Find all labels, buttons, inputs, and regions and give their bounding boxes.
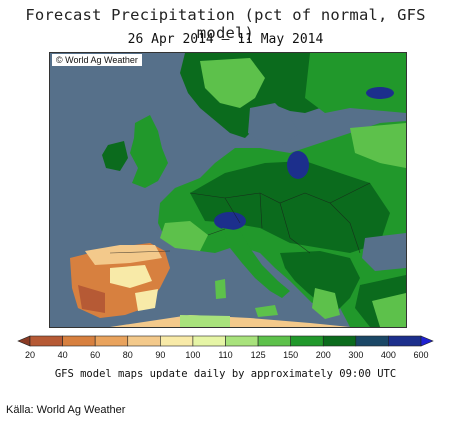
east-europe-light xyxy=(350,123,406,168)
legend-swatch xyxy=(290,335,324,347)
country-borders xyxy=(109,182,371,254)
legend-tick-label: 400 xyxy=(380,350,396,360)
ireland xyxy=(102,141,128,171)
legend-swatch xyxy=(160,335,194,347)
legend-tick-label: 60 xyxy=(90,350,101,360)
legend-tick-label: 90 xyxy=(155,350,166,360)
legend-swatch xyxy=(192,335,226,347)
source-credit: Källa: World Ag Weather xyxy=(6,404,126,416)
great-britain xyxy=(130,115,168,188)
sicily xyxy=(255,305,278,317)
update-note: GFS model maps update daily by approxima… xyxy=(54,368,397,380)
sardinia xyxy=(215,279,226,299)
balkans xyxy=(280,251,360,313)
legend-labels: 20 40 60 80 90 100 110 125 150 200 300 400 600 xyxy=(0,350,451,362)
legend-tick-label: 20 xyxy=(24,350,36,360)
legend-tick-label: 200 xyxy=(315,350,331,360)
copyright-label: © World Ag Weather xyxy=(52,54,142,66)
north-iberia-yellow xyxy=(85,245,162,265)
finland-east xyxy=(305,53,406,113)
legend-tick-label: 600 xyxy=(413,350,429,360)
precipitation-map: © World Ag Weather xyxy=(49,52,407,328)
date-range: 26 Apr 2014 — 11 May 2014 xyxy=(127,32,324,47)
black-sea xyxy=(362,233,406,271)
central-europe-dark xyxy=(190,161,390,253)
legend-tick-label: 125 xyxy=(250,350,266,360)
southwest-iberia-dark xyxy=(78,285,105,313)
southeast-iberia-pale xyxy=(135,289,158,311)
legend-swatch xyxy=(62,335,96,347)
legend-arrow-high xyxy=(420,335,434,347)
legend-swatch xyxy=(388,335,422,347)
legend-tick-label: 80 xyxy=(122,350,133,360)
central-iberia-pale xyxy=(110,265,152,288)
legend-swatch xyxy=(29,335,63,347)
legend-swatch xyxy=(94,335,129,347)
south-france-light xyxy=(160,221,208,251)
legend-swatch xyxy=(127,335,161,347)
legend-arrow-low xyxy=(17,335,31,347)
legend-swatch xyxy=(225,335,259,347)
italy xyxy=(222,228,290,298)
legend-tick-label: 40 xyxy=(57,350,68,360)
map-title: Forecast Precipitation (pct of normal, G… xyxy=(25,6,426,42)
legend-swatch xyxy=(322,335,357,347)
north-africa-green xyxy=(180,315,230,327)
legend-tick-label: 100 xyxy=(185,350,201,360)
scandinavia-light xyxy=(200,58,265,108)
legend-swatch xyxy=(355,335,389,347)
legend-swatch xyxy=(257,335,291,347)
legend-tick-label: 110 xyxy=(218,350,233,360)
alps-high-precip xyxy=(214,212,246,230)
baltic-sea xyxy=(248,103,300,145)
poland-high-precip xyxy=(287,151,309,179)
legend-tick-label: 150 xyxy=(283,350,299,360)
greece-light xyxy=(312,288,340,319)
russia-high-precip xyxy=(366,87,394,99)
legend-color-bar xyxy=(17,335,434,347)
legend-tick-label: 300 xyxy=(348,350,364,360)
map-canvas xyxy=(50,53,406,327)
turkey-light xyxy=(372,293,406,327)
